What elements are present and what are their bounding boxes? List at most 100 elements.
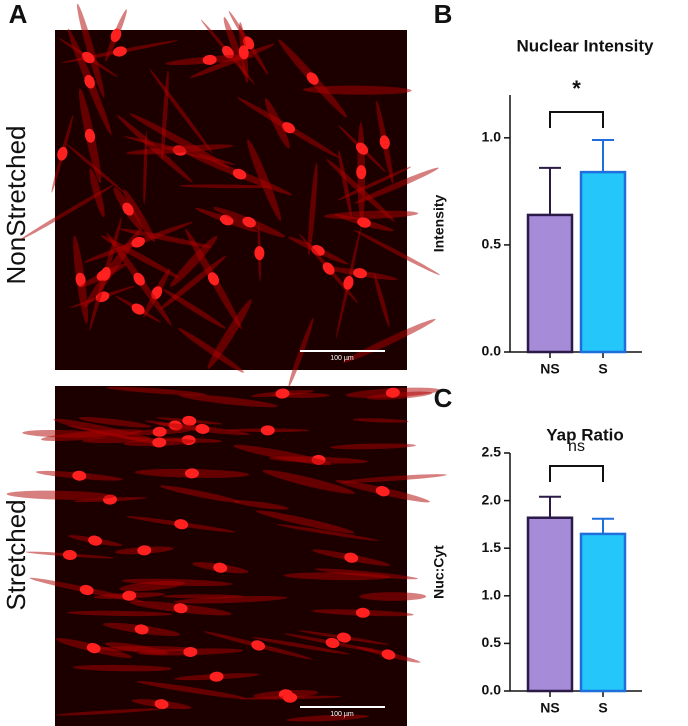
cell-body bbox=[302, 85, 412, 95]
cell-body bbox=[121, 578, 233, 586]
nucleus bbox=[57, 146, 68, 161]
bar bbox=[526, 213, 574, 354]
row-label: NonStretched bbox=[1, 126, 31, 285]
nucleus bbox=[133, 272, 145, 286]
cell-body bbox=[119, 228, 212, 248]
cell-body bbox=[276, 524, 379, 541]
y-axis-label: Nuc:Cyt bbox=[431, 545, 447, 599]
cell-body bbox=[288, 317, 314, 387]
cell-body bbox=[126, 144, 233, 155]
nucleus bbox=[322, 262, 335, 275]
row-label: Stretched bbox=[1, 499, 31, 610]
nucleus bbox=[353, 268, 367, 279]
nucleus bbox=[375, 486, 390, 497]
nucleus bbox=[79, 584, 94, 596]
nucleus bbox=[184, 468, 199, 479]
cell-body bbox=[314, 568, 418, 580]
significance: * bbox=[572, 76, 581, 101]
cell-body bbox=[232, 500, 289, 510]
x-tick-label: NS bbox=[540, 700, 559, 716]
nucleus bbox=[112, 46, 127, 57]
nucleus bbox=[213, 562, 228, 573]
nucleus bbox=[88, 535, 103, 546]
cell-body bbox=[262, 470, 355, 494]
nucleus bbox=[182, 415, 197, 426]
cell-body bbox=[136, 681, 247, 699]
nucleus bbox=[122, 202, 134, 216]
significance: ns bbox=[568, 438, 585, 455]
cell-body bbox=[264, 98, 290, 149]
cell-body bbox=[178, 394, 278, 408]
cell-body bbox=[159, 485, 241, 503]
panel-letter: B bbox=[434, 0, 453, 29]
micrograph bbox=[55, 30, 407, 370]
x-tick-label: S bbox=[598, 361, 607, 377]
nucleus bbox=[202, 54, 217, 65]
nucleus bbox=[254, 246, 265, 261]
nucleus bbox=[195, 423, 210, 434]
cells bbox=[6, 3, 447, 722]
cell-body bbox=[337, 166, 412, 201]
bar bbox=[579, 532, 627, 693]
nucleus bbox=[183, 646, 198, 657]
nucleus bbox=[84, 74, 95, 89]
cell-body bbox=[286, 714, 370, 722]
cell-body bbox=[173, 596, 288, 604]
nucleus bbox=[232, 168, 247, 180]
y-tick-label: 0.0 bbox=[482, 343, 502, 359]
nucleus bbox=[154, 699, 169, 710]
y-tick-label: 1.0 bbox=[482, 129, 502, 145]
cell-body bbox=[307, 162, 318, 256]
nucleus bbox=[379, 135, 390, 150]
cell-body bbox=[76, 3, 105, 98]
cell-body bbox=[207, 299, 252, 369]
cell-body bbox=[342, 474, 447, 483]
cell-body bbox=[373, 272, 390, 327]
nucleus bbox=[174, 519, 189, 530]
nucleus bbox=[325, 637, 340, 649]
nucleus bbox=[209, 671, 224, 682]
nucleus bbox=[131, 303, 145, 315]
scale-label: 100 µm bbox=[330, 711, 354, 718]
cell-body bbox=[66, 610, 173, 617]
significance-bracket bbox=[549, 111, 604, 128]
cell-body bbox=[359, 592, 427, 601]
cell-body bbox=[123, 189, 155, 242]
nucleus bbox=[356, 165, 367, 180]
nucleus bbox=[62, 549, 77, 561]
y-axis-label: Intensity bbox=[431, 195, 447, 253]
nucleus bbox=[134, 624, 149, 635]
cell-body bbox=[178, 184, 273, 189]
scale-label: 100 µm bbox=[330, 355, 354, 362]
nucleus bbox=[275, 388, 290, 399]
cell-body bbox=[247, 139, 282, 221]
cell-body bbox=[6, 490, 115, 500]
nucleus bbox=[355, 142, 369, 155]
x-tick-label: NS bbox=[540, 361, 559, 377]
cell-body bbox=[162, 594, 245, 599]
cell-body bbox=[354, 167, 439, 204]
nucleus bbox=[357, 217, 371, 228]
bar bbox=[579, 170, 627, 354]
nucleus bbox=[344, 552, 359, 563]
panel-letter: A bbox=[9, 0, 28, 29]
nucleus bbox=[152, 437, 167, 448]
cell-body bbox=[163, 289, 226, 329]
y-tick-label: 1.5 bbox=[482, 539, 502, 555]
y-tick-label: 1.0 bbox=[482, 587, 502, 603]
nucleus bbox=[283, 692, 298, 703]
cell-body bbox=[53, 418, 158, 443]
y-tick-label: 2.5 bbox=[482, 444, 502, 460]
panel-letter: C bbox=[434, 383, 453, 413]
cell-body bbox=[55, 708, 164, 716]
cell-body bbox=[72, 664, 172, 672]
cell-body bbox=[353, 229, 440, 276]
cell-body bbox=[22, 429, 108, 438]
cell-body bbox=[255, 510, 355, 534]
y-tick-label: 0.5 bbox=[482, 236, 502, 252]
significance-bracket bbox=[549, 465, 604, 482]
nucleus bbox=[281, 122, 295, 134]
nucleus bbox=[385, 387, 400, 398]
nucleus bbox=[72, 470, 87, 481]
